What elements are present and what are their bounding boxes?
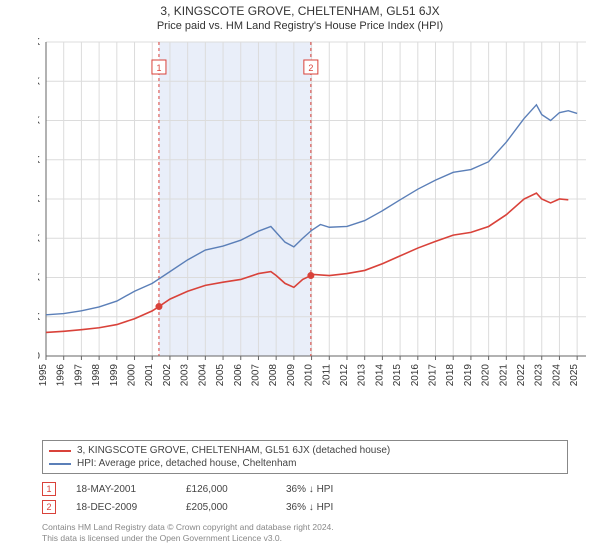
chart-subtitle: Price paid vs. HM Land Registry's House … xyxy=(0,18,600,36)
svg-text:2007: 2007 xyxy=(250,364,261,387)
svg-text:2002: 2002 xyxy=(162,364,173,387)
legend-swatch xyxy=(49,463,71,465)
svg-text:1: 1 xyxy=(156,63,161,73)
svg-text:2024: 2024 xyxy=(551,364,562,387)
svg-text:1995: 1995 xyxy=(38,364,49,387)
svg-text:1999: 1999 xyxy=(109,364,120,387)
legend-label: HPI: Average price, detached house, Chel… xyxy=(77,458,296,469)
sale-marker: 2 xyxy=(42,500,56,514)
sales-table: 1 18-MAY-2001 £126,000 36% ↓ HPI 2 18-DEC-200… xyxy=(42,480,568,516)
svg-text:1997: 1997 xyxy=(73,364,84,387)
sale-date: 18-DEC-2009 xyxy=(76,502,166,513)
svg-text:2009: 2009 xyxy=(286,364,297,387)
svg-text:2006: 2006 xyxy=(233,364,244,387)
svg-text:2008: 2008 xyxy=(268,364,279,387)
chart-container: 3, KINGSCOTE GROVE, CHELTENHAM, GL51 6JX… xyxy=(0,0,600,560)
svg-text:2018: 2018 xyxy=(445,364,456,387)
legend-row: 3, KINGSCOTE GROVE, CHELTENHAM, GL51 6JX… xyxy=(49,444,561,457)
svg-text:2: 2 xyxy=(308,63,313,73)
sale-row: 2 18-DEC-2009 £205,000 36% ↓ HPI xyxy=(42,498,568,516)
chart-svg: £0 £100K £200K £300K £400K £500K £600K £700K £80… xyxy=(38,36,598,436)
svg-text:2000: 2000 xyxy=(127,364,138,387)
legend: 3, KINGSCOTE GROVE, CHELTENHAM, GL51 6JX… xyxy=(42,440,568,474)
svg-text:2014: 2014 xyxy=(374,364,385,387)
svg-text:2011: 2011 xyxy=(321,364,332,386)
svg-text:£500K: £500K xyxy=(38,155,40,166)
svg-text:£800K: £800K xyxy=(38,37,40,48)
svg-text:2010: 2010 xyxy=(304,364,315,387)
footer: Contains HM Land Registry data © Crown c… xyxy=(42,522,568,544)
sale-row: 1 18-MAY-2001 £126,000 36% ↓ HPI xyxy=(42,480,568,498)
svg-text:2013: 2013 xyxy=(357,364,368,387)
svg-text:2025: 2025 xyxy=(569,364,580,387)
sale-price: £126,000 xyxy=(186,484,266,495)
svg-text:2012: 2012 xyxy=(339,364,350,387)
svg-text:£100K: £100K xyxy=(38,312,40,323)
legend-swatch xyxy=(49,450,71,452)
sale-delta: 36% ↓ HPI xyxy=(286,484,366,495)
sale-price: £205,000 xyxy=(186,502,266,513)
svg-text:2003: 2003 xyxy=(180,364,191,387)
svg-text:2023: 2023 xyxy=(534,364,545,387)
sale-delta: 36% ↓ HPI xyxy=(286,502,366,513)
svg-text:£700K: £700K xyxy=(38,76,40,87)
svg-text:£200K: £200K xyxy=(38,273,40,284)
svg-text:2017: 2017 xyxy=(428,364,439,387)
svg-text:2019: 2019 xyxy=(463,364,474,387)
svg-text:£0: £0 xyxy=(38,351,40,362)
svg-text:1998: 1998 xyxy=(91,364,102,387)
footer-line-2: This data is licensed under the Open Gov… xyxy=(42,533,568,544)
svg-text:2016: 2016 xyxy=(410,364,421,387)
svg-text:£300K: £300K xyxy=(38,233,40,244)
legend-row: HPI: Average price, detached house, Chel… xyxy=(49,457,561,470)
sale-marker: 1 xyxy=(42,482,56,496)
svg-text:£400K: £400K xyxy=(38,194,40,205)
svg-text:2021: 2021 xyxy=(498,364,509,387)
chart-title: 3, KINGSCOTE GROVE, CHELTENHAM, GL51 6JX xyxy=(0,0,600,18)
svg-text:2020: 2020 xyxy=(481,364,492,387)
legend-label: 3, KINGSCOTE GROVE, CHELTENHAM, GL51 6JX… xyxy=(77,445,390,456)
svg-text:2004: 2004 xyxy=(197,364,208,387)
svg-text:2022: 2022 xyxy=(516,364,527,387)
svg-text:2015: 2015 xyxy=(392,364,403,387)
chart-area: £0 £100K £200K £300K £400K £500K £600K £700K £80… xyxy=(38,36,598,436)
sale-date: 18-MAY-2001 xyxy=(76,484,166,495)
svg-text:2001: 2001 xyxy=(144,364,155,387)
svg-text:1996: 1996 xyxy=(56,364,67,387)
svg-text:2005: 2005 xyxy=(215,364,226,387)
footer-line-1: Contains HM Land Registry data © Crown c… xyxy=(42,522,568,533)
svg-text:£600K: £600K xyxy=(38,116,40,127)
